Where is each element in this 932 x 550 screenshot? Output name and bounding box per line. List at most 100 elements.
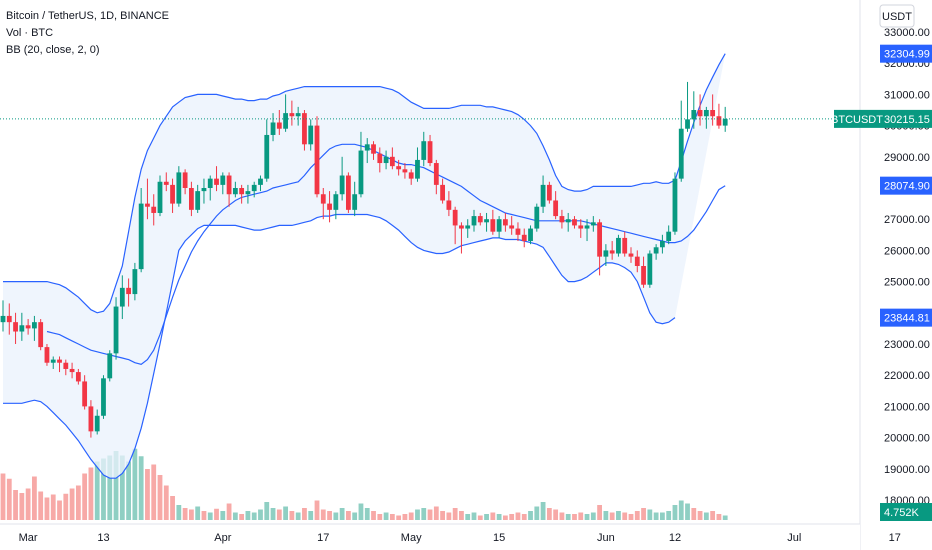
- time-tick-label: Jun: [597, 532, 615, 544]
- candle-body: [521, 234, 527, 242]
- candle-body: [597, 222, 602, 257]
- candle-body: [295, 113, 301, 117]
- legend-title[interactable]: Bitcoin / TetherUS, 1D, BINANCE: [6, 10, 170, 22]
- candle-body: [126, 287, 131, 295]
- volume-bar: [433, 506, 439, 520]
- bollinger-bands: [3, 53, 726, 479]
- candle: [6, 303, 12, 335]
- candle-body: [69, 368, 75, 373]
- candle-body: [685, 119, 690, 129]
- volume-bar: [32, 476, 37, 520]
- candle: [660, 234, 665, 254]
- candle-body: [251, 184, 257, 192]
- candle-body: [320, 194, 326, 204]
- candle-body: [94, 415, 100, 432]
- candle-body: [276, 122, 282, 129]
- candle-body: [226, 175, 232, 195]
- volume-bar: [151, 464, 157, 520]
- candle: [226, 172, 232, 207]
- volume-bar: [75, 485, 81, 520]
- candle: [13, 312, 18, 344]
- time-tick-label: 17: [317, 532, 329, 544]
- candle: [50, 356, 56, 369]
- volume-bar: [572, 514, 577, 520]
- candle: [283, 94, 288, 132]
- candle-body: [371, 144, 376, 154]
- candle-body: [678, 128, 684, 179]
- candle: [622, 231, 628, 257]
- legend-volume[interactable]: Vol · BTC: [6, 27, 54, 39]
- candle-body: [50, 359, 56, 363]
- candle: [678, 100, 684, 182]
- candle: [119, 275, 125, 320]
- candle: [521, 228, 527, 248]
- volume-bar: [666, 511, 672, 520]
- candle-body: [157, 181, 163, 213]
- volume-bar: [477, 515, 483, 520]
- candle-body: [377, 153, 383, 164]
- volume-bar: [509, 514, 515, 520]
- candle-body: [465, 225, 471, 229]
- volume-tag: [880, 503, 932, 521]
- candle: [383, 150, 389, 170]
- volume-bar: [540, 502, 546, 520]
- candle-body: [408, 172, 414, 179]
- volume-bar: [38, 491, 44, 520]
- candle-body: [609, 250, 615, 254]
- volume-bar: [408, 512, 414, 520]
- time-axis-background: [0, 524, 860, 550]
- candle: [402, 163, 408, 179]
- candle: [647, 250, 653, 288]
- candle-body: [471, 216, 477, 226]
- candle-body: [163, 181, 169, 185]
- candle: [452, 206, 458, 245]
- candle-body: [44, 347, 50, 363]
- candle-body: [415, 159, 420, 179]
- candle: [339, 156, 345, 201]
- candle: [358, 131, 364, 198]
- volume-bar: [258, 509, 263, 520]
- price-tag-label: 32304.99: [884, 49, 930, 61]
- volume-bar: [101, 458, 106, 520]
- candle-body: [245, 191, 251, 195]
- candle-body: [634, 256, 640, 266]
- candle-body: [383, 156, 389, 164]
- candle-body: [509, 225, 515, 229]
- time-axis[interactable]: Mar13Apr17May15Jun12Jul1731: [0, 523, 932, 550]
- time-tick-label: 15: [493, 532, 505, 544]
- candle: [38, 319, 44, 351]
- candle: [302, 110, 307, 151]
- bollinger-lower-line: [3, 213, 676, 479]
- candle: [151, 194, 157, 226]
- candle-body: [559, 216, 565, 223]
- currency-box[interactable]: [879, 4, 915, 28]
- candle-body: [289, 113, 295, 117]
- candle-body: [308, 125, 314, 145]
- currency-label[interactable]: USDT: [882, 11, 912, 23]
- volume-bar: [672, 505, 678, 520]
- volume-bar: [0, 473, 6, 520]
- volume-bar: [521, 514, 527, 520]
- candle: [515, 222, 521, 242]
- volume-bar: [25, 488, 31, 520]
- candle: [546, 181, 552, 204]
- candle: [182, 169, 188, 195]
- volume-bar: [628, 514, 634, 520]
- volume-bar: [182, 508, 188, 520]
- candle-body: [63, 362, 69, 369]
- volume-bar: [534, 506, 540, 520]
- volume-bar: [396, 515, 402, 520]
- volume-bar: [69, 488, 75, 520]
- price-axis[interactable]: USDT33000.0032000.0031000.0030000.002900…: [831, 0, 932, 550]
- candle-body: [101, 378, 106, 416]
- volume-bar: [647, 509, 653, 520]
- volume-bar: [346, 511, 351, 520]
- candle: [634, 250, 640, 273]
- volume-bar: [691, 508, 697, 520]
- price-tick-label: 29000.00: [884, 152, 930, 164]
- volume-bar: [641, 508, 646, 520]
- candle: [609, 241, 615, 260]
- candle-body: [490, 219, 496, 232]
- legend-bollinger[interactable]: BB (20, close, 2, 0): [6, 44, 100, 56]
